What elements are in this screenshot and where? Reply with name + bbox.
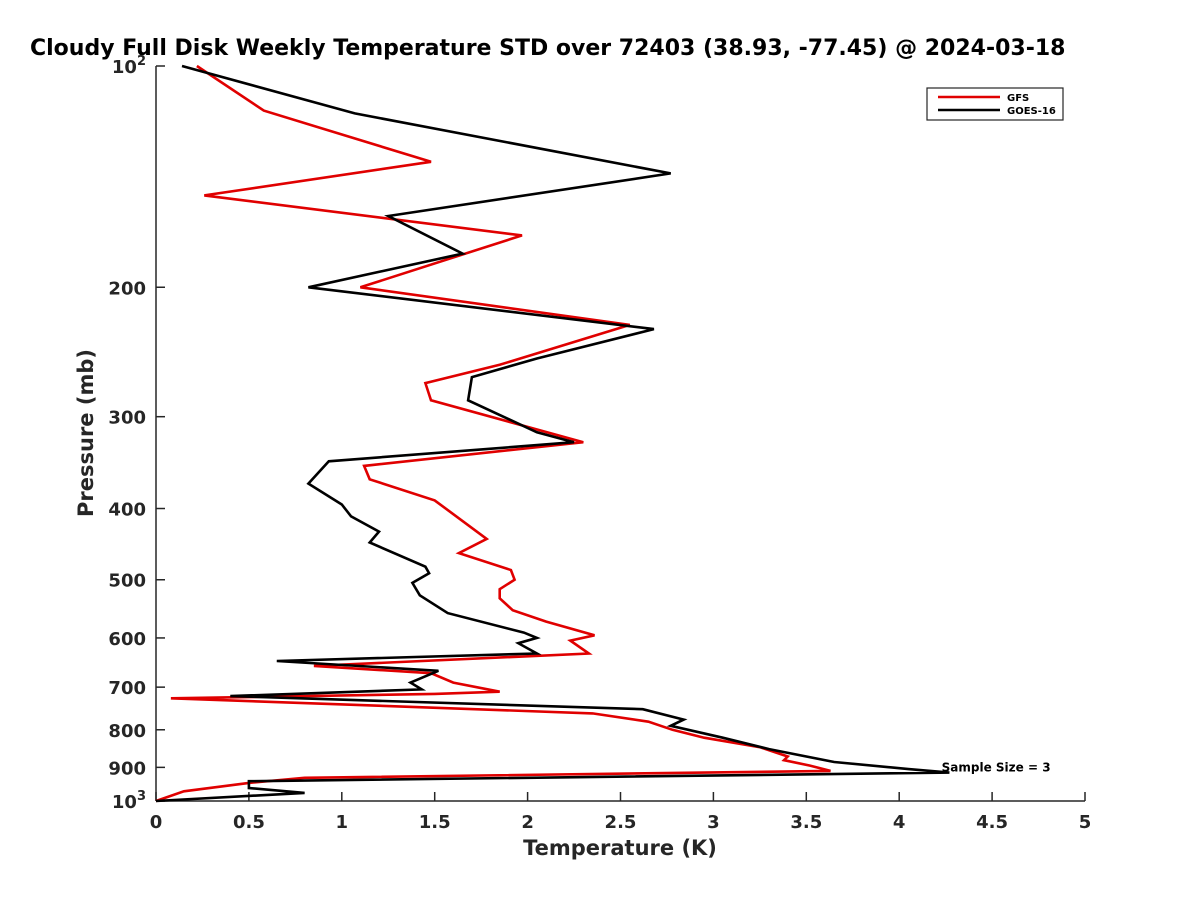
legend-box xyxy=(926,87,1064,121)
y-tick-label: 600 xyxy=(108,629,146,650)
legend: GFS GOES-16 xyxy=(926,87,1064,121)
series-line-goes16 xyxy=(155,64,950,803)
chart-title: Cloudy Full Disk Weekly Temperature STD … xyxy=(30,36,1065,61)
y-tick-label-base: 10 xyxy=(112,792,137,813)
y-tick-label-base: 700 xyxy=(108,678,146,699)
x-tick-label: 3 xyxy=(707,812,720,833)
x-tick-label: 0.5 xyxy=(233,812,265,833)
x-ticks: 0 0.5 1 1.5 2 2.5 3 3.5 4 4.5 5 xyxy=(150,792,1092,833)
x-tick-label: 1.5 xyxy=(419,812,451,833)
y-tick-label-base: 900 xyxy=(108,758,146,779)
y-tick-label: 800 xyxy=(108,721,146,742)
y-tick-label: 700 xyxy=(108,678,146,699)
y-axis-label: Pressure (mb) xyxy=(74,349,98,517)
y-tick-label-exponent: 3 xyxy=(137,789,146,804)
y-tick-label: 300 xyxy=(108,408,146,429)
x-tick-label: 4 xyxy=(893,812,906,833)
y-tick-label: 900 xyxy=(108,758,146,779)
x-tick-label: 0 xyxy=(150,812,163,833)
y-tick-label: 102 xyxy=(112,54,146,78)
x-tick-label: 3.5 xyxy=(790,812,822,833)
y-tick-label: 200 xyxy=(108,278,146,299)
y-tick-label: 500 xyxy=(108,571,146,592)
x-tick-label: 4.5 xyxy=(976,812,1008,833)
x-tick-label: 1 xyxy=(336,812,349,833)
series-line-gfs xyxy=(155,64,831,803)
x-tick-label: 2.5 xyxy=(605,812,637,833)
x-axis-label: Temperature (K) xyxy=(523,836,717,860)
legend-label-gfs: GFS xyxy=(1007,93,1029,104)
y-tick-label-base: 500 xyxy=(108,571,146,592)
y-tick-label-base: 200 xyxy=(108,278,146,299)
y-tick-label-base: 300 xyxy=(108,408,146,429)
y-tick-label: 103 xyxy=(112,789,146,813)
x-tick-label: 5 xyxy=(1079,812,1092,833)
y-tick-label-base: 10 xyxy=(112,57,137,78)
x-tick-label: 2 xyxy=(521,812,534,833)
y-tick-label-base: 600 xyxy=(108,629,146,650)
y-tick-label-exponent: 2 xyxy=(137,54,146,69)
y-tick-label-base: 800 xyxy=(108,721,146,742)
series-layer xyxy=(155,64,950,803)
sample-size-annotation: Sample Size = 3 xyxy=(942,760,1051,774)
legend-label-goes16: GOES-16 xyxy=(1007,106,1056,117)
plot-area: 0 0.5 1 1.5 2 2.5 3 3.5 4 4.5 5 102200300400500600… xyxy=(108,54,1091,833)
y-tick-label-base: 400 xyxy=(108,500,146,521)
y-tick-label: 400 xyxy=(108,500,146,521)
